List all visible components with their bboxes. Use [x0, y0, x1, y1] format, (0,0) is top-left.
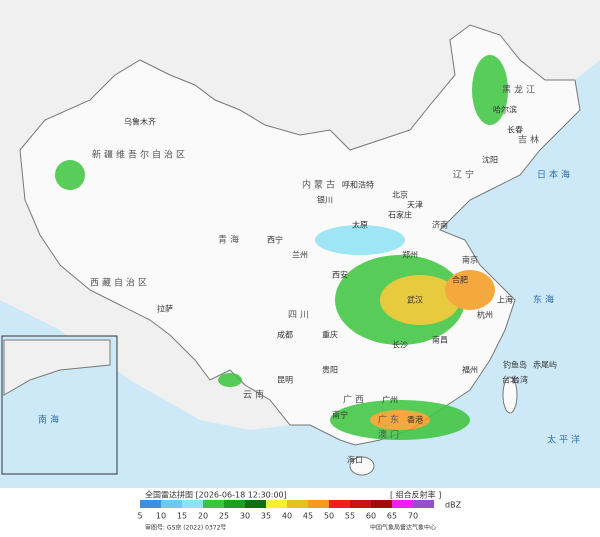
land-south	[0, 150, 290, 430]
legend-swatch	[392, 500, 413, 508]
legend-value: 45	[303, 512, 313, 521]
legend-swatch	[350, 500, 371, 508]
place-label: 石家庄	[388, 210, 412, 220]
legend-value: 15	[177, 512, 187, 521]
place-label: 云南	[243, 389, 267, 401]
place-label: 武汉	[407, 295, 423, 305]
title: 全国雷达拼图 [2026-06-18 12:30:00]	[145, 490, 287, 500]
sea-label: 日本海	[537, 169, 573, 181]
place-label: 北京	[392, 190, 408, 200]
place-label: 太原	[352, 220, 368, 230]
legend-swatch	[140, 500, 161, 508]
product: [ 组合反射率 ]	[390, 490, 441, 500]
china-outline	[19, 24, 581, 446]
place-label: 贵阳	[322, 365, 338, 375]
legend-value: 20	[198, 512, 208, 521]
legend-swatch	[224, 500, 245, 508]
legend-value: 70	[408, 512, 418, 521]
place-label: 福州	[462, 366, 478, 375]
place-label: 青海	[218, 234, 242, 246]
legend-value: 25	[219, 512, 229, 521]
legend-swatch	[161, 500, 182, 508]
place-label: 哈尔滨	[493, 105, 517, 115]
place-label: 成都	[277, 330, 293, 340]
legend-swatch	[371, 500, 392, 508]
legend-value: 50	[324, 512, 334, 521]
unit: dBZ	[445, 501, 462, 510]
place-label: 香港	[407, 415, 423, 425]
place-label: 黑龙江	[502, 84, 538, 96]
place-label: 银川	[317, 195, 333, 205]
legend-swatch	[266, 500, 287, 508]
place-label: 重庆	[322, 330, 338, 340]
place-label: 西藏自治区	[90, 277, 150, 289]
place-label: 西安	[332, 270, 348, 280]
legend-swatch	[245, 500, 266, 508]
approval: 审图号: GS京 (2022) 0372号	[145, 524, 226, 532]
legend-swatch	[308, 500, 329, 508]
legend-value: 5	[137, 512, 142, 521]
place-label: 西宁	[267, 235, 283, 245]
place-label: 沈阳	[482, 155, 498, 165]
place-label: 澳门	[378, 429, 402, 441]
place-label: 拉萨	[157, 304, 173, 314]
legend-swatch	[287, 500, 308, 508]
place-label: 四川	[288, 311, 312, 321]
place-label: 上海	[497, 295, 513, 305]
place-label: 乌鲁木齐	[124, 117, 156, 127]
place-label: 长沙	[392, 340, 408, 350]
place-label: 郑州	[402, 250, 418, 260]
place-label: 钓鱼岛	[503, 360, 527, 370]
legend-value: 30	[240, 512, 250, 521]
place-label: 兰州	[292, 250, 308, 260]
place-label: 南宁	[332, 410, 348, 420]
sea-label: 南海	[38, 414, 62, 426]
agency: 中国气象局雷达气象中心	[370, 524, 436, 532]
place-label: 合肥	[452, 275, 468, 285]
sea-label: 太平洋	[547, 434, 583, 446]
legend-value: 60	[366, 512, 376, 521]
place-label: 南昌	[432, 335, 448, 345]
place-label: 广东	[378, 414, 402, 426]
legend-value: 55	[345, 512, 355, 521]
place-label: 广西	[343, 394, 367, 406]
legend-swatch	[329, 500, 350, 508]
place-label: 长春	[507, 125, 523, 135]
taiwan	[502, 376, 518, 414]
legend-swatch	[182, 500, 203, 508]
place-label: 南京	[462, 255, 478, 265]
legend-value: 40	[282, 512, 292, 521]
legend-panel	[0, 488, 600, 537]
place-label: 新疆维吾尔自治区	[92, 149, 188, 161]
place-label: 内蒙古	[302, 179, 338, 191]
place-label: 赤尾屿	[533, 361, 557, 370]
place-label: 天津	[407, 200, 423, 210]
place-label: 辽宁	[453, 169, 477, 181]
place-label: 台北	[502, 375, 518, 385]
legend-value: 35	[261, 512, 271, 521]
legend-swatch	[413, 500, 434, 508]
legend-swatch	[203, 500, 224, 508]
radar-echoes	[55, 55, 508, 440]
land-north	[0, 0, 600, 150]
place-label: 呼和浩特	[342, 180, 374, 190]
legend-value: 65	[387, 512, 397, 521]
inset-land	[3, 339, 111, 396]
place-label: 台湾	[512, 375, 528, 385]
hainan	[349, 456, 375, 476]
place-label: 吉林	[518, 134, 542, 146]
legend-value: 10	[156, 512, 166, 521]
place-label: 杭州	[477, 310, 493, 320]
place-label: 海口	[347, 455, 363, 465]
place-label: 广州	[382, 395, 398, 405]
place-label: 济南	[432, 220, 448, 230]
sea-label: 东海	[533, 294, 557, 306]
place-label: 昆明	[277, 376, 293, 385]
